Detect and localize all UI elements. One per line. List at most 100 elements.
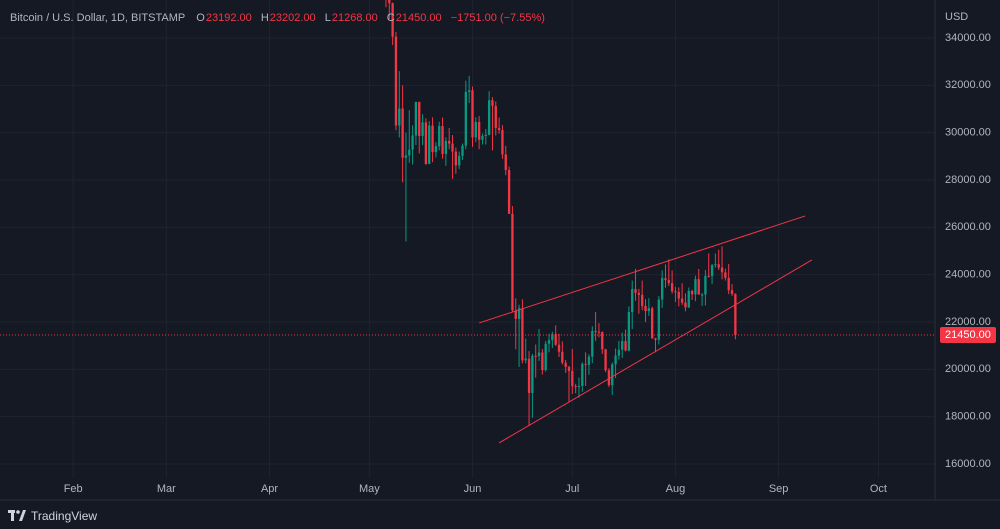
candle-body — [670, 283, 674, 292]
candle-body — [517, 308, 521, 319]
candle-body — [674, 291, 677, 293]
candle-body — [611, 364, 614, 386]
x-tick-label: May — [359, 483, 380, 495]
candle-body — [644, 305, 647, 312]
candle-body — [690, 290, 694, 295]
candle-body — [551, 334, 554, 341]
candle-body — [684, 302, 687, 308]
logo — [8, 510, 26, 521]
candle-body — [484, 134, 487, 136]
candle-body — [707, 275, 710, 277]
candle-body — [571, 370, 574, 387]
y-tick-label: 32000.00 — [945, 79, 991, 91]
candle-body — [581, 363, 584, 386]
candle-body — [541, 352, 544, 371]
candle-body — [720, 267, 724, 273]
candle-body — [621, 341, 624, 350]
candle-body — [624, 341, 627, 351]
candle-body — [451, 143, 454, 152]
candle-body — [564, 362, 567, 367]
candle-body — [537, 352, 541, 357]
ohlc-key: L — [324, 12, 331, 24]
candle-body — [694, 279, 697, 295]
y-tick-label: 28000.00 — [945, 174, 991, 186]
candle-body — [637, 292, 641, 295]
candle-body — [657, 299, 660, 340]
candle-body — [414, 101, 418, 136]
candle-body — [388, 0, 391, 4]
candle-body — [431, 125, 434, 153]
candle-body — [617, 349, 621, 356]
candle-body — [594, 330, 597, 332]
candle-body — [464, 91, 468, 146]
ohlc-key: H — [260, 12, 269, 24]
footer[interactable]: TradingView — [8, 506, 97, 526]
candle-body — [401, 108, 404, 158]
candle-body — [704, 275, 707, 295]
x-tick-label: Jun — [464, 483, 482, 495]
candle-body — [734, 293, 737, 336]
x-tick-label: Feb — [64, 483, 83, 495]
candle-body — [391, 3, 394, 37]
candle-body — [521, 308, 524, 361]
symbol: Bitcoin / U.S. Dollar, 1D, BITSTAMP — [10, 12, 186, 24]
x-tick-label: Apr — [261, 483, 278, 495]
candle-body — [664, 278, 667, 281]
candle-body — [441, 126, 444, 154]
change: −1751.00 (−7.55%) — [450, 12, 545, 24]
candle-body — [477, 122, 481, 140]
candle-body — [561, 351, 564, 363]
ohlc-value: 21450.00 — [395, 12, 442, 24]
candle-body — [717, 264, 720, 268]
candle-body — [651, 308, 654, 339]
candle-body — [710, 265, 714, 277]
x-tick-label: Oct — [870, 483, 887, 495]
candle-body — [604, 349, 607, 371]
candle-body — [404, 155, 408, 158]
candle-body — [547, 340, 551, 344]
y-tick-label: 16000.00 — [945, 458, 991, 470]
ohlc-value: 21268.00 — [331, 12, 378, 24]
candle-body — [458, 155, 461, 166]
x-tick-label: Jul — [565, 483, 579, 495]
brand: TradingView — [31, 509, 98, 523]
candle-body — [730, 290, 734, 294]
x-tick-label: Mar — [157, 483, 176, 495]
candle-body — [461, 145, 464, 156]
y-tick-label: 30000.00 — [945, 127, 991, 139]
ohlc-value: 23192.00 — [205, 12, 252, 24]
candle-body — [398, 108, 401, 126]
candle-body — [634, 289, 637, 293]
candle-body — [557, 344, 561, 352]
candle-body — [481, 135, 484, 140]
candle-body — [514, 310, 517, 319]
candle-body — [494, 105, 497, 128]
candle-body — [428, 125, 431, 164]
candle-body — [534, 355, 537, 357]
candle-body — [700, 294, 704, 296]
candle-body — [527, 358, 531, 393]
x-tick-label: Aug — [666, 483, 686, 495]
candle-body — [424, 122, 428, 164]
candle-body — [524, 358, 527, 361]
candle-body — [587, 356, 591, 365]
legend-header: Bitcoin / U.S. Dollar, 1D, BITSTAMP O231… — [10, 12, 551, 24]
candle-body — [654, 338, 657, 340]
candle-body — [394, 36, 398, 126]
candle-body — [544, 343, 547, 371]
candle-body — [408, 149, 411, 156]
candle-body — [727, 277, 730, 291]
candle-body — [501, 130, 504, 155]
ohlc-value: 23202.00 — [269, 12, 316, 24]
candle-body — [454, 151, 458, 166]
candle-body — [631, 289, 634, 313]
trendline — [498, 259, 813, 444]
candle-body — [507, 170, 511, 214]
candle-body — [724, 272, 727, 278]
y-tick-label: 24000.00 — [945, 269, 991, 281]
candle-body — [444, 140, 448, 154]
candle-body — [584, 363, 587, 365]
candle-body — [627, 312, 631, 351]
candle-body — [591, 330, 594, 357]
